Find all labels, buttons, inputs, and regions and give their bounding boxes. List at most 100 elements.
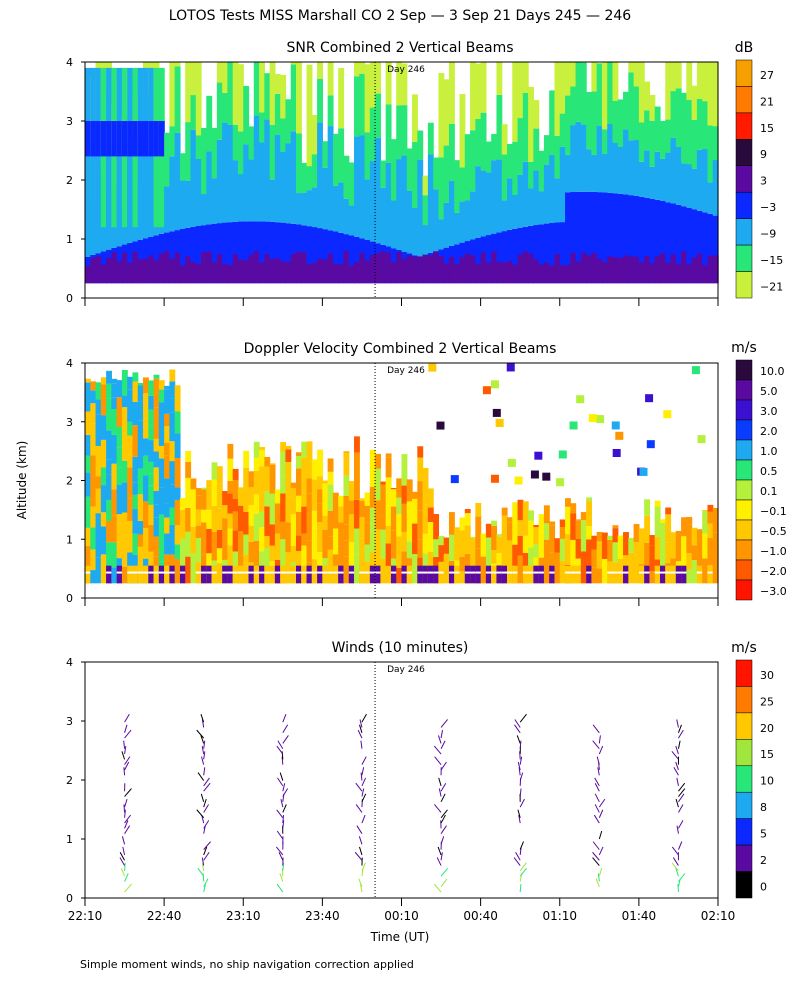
wind-barb [122, 836, 124, 844]
wind-profile-3 [276, 714, 288, 892]
wind-barb [356, 804, 362, 812]
colorbar-label: −21 [760, 280, 783, 293]
colorbar-swatch [736, 166, 752, 192]
wind-barb [283, 815, 284, 823]
wind-barb [441, 719, 448, 727]
wind-barb [283, 714, 286, 722]
colorbar-swatch [736, 739, 752, 765]
colorbar-label: 30 [760, 669, 774, 682]
figure-title: LOTOS Tests MISS Marshall CO 2 Sep — 3 S… [169, 8, 632, 24]
wind-barb [204, 767, 205, 775]
colorbar-2: 10.05.03.02.01.00.50.1−0.1−0.5−1.0−2.0−3… [731, 340, 787, 600]
x-tick-label: 01:40 [622, 909, 657, 923]
colorbar-label: 10 [760, 775, 774, 788]
wind-barb [435, 757, 441, 765]
wind-barb [124, 741, 125, 749]
colorbar-label: 5.0 [760, 385, 778, 398]
colorbar-unit: m/s [731, 640, 757, 656]
y-tick-label: 0 [66, 592, 73, 605]
x-tick-label: 01:10 [542, 909, 577, 923]
wind-barb [520, 842, 523, 850]
colorbar-swatch [736, 766, 752, 792]
x-tick-label: 00:40 [463, 909, 498, 923]
y-tick-label: 4 [66, 656, 73, 669]
wind-barb [125, 873, 129, 881]
wind-barb [677, 778, 679, 786]
wind-barb [593, 725, 599, 733]
wind-profile-6 [514, 714, 526, 892]
wind-barb [678, 820, 683, 828]
wind-profile-2 [197, 714, 211, 892]
y-tick-label: 4 [66, 357, 73, 370]
plot-frame-3 [85, 662, 718, 898]
y-tick-label: 2 [66, 475, 73, 488]
wind-barb [517, 735, 520, 743]
wind-barb [593, 741, 600, 749]
y-tick-label: 3 [66, 416, 73, 429]
wind-barb [355, 852, 362, 860]
y-tick-label: 3 [66, 715, 73, 728]
wind-barb [359, 847, 361, 855]
colorbar-label: 2 [760, 854, 767, 867]
wind-barb [441, 741, 445, 749]
colorbar-swatch [736, 713, 752, 739]
panel-title-1: SNR Combined 2 Vertical Beams [286, 40, 513, 56]
wind-barb [599, 735, 600, 743]
wind-barb [677, 826, 678, 834]
wind-barb [520, 789, 521, 797]
y-tick-label: 1 [66, 833, 73, 846]
colorbar-label: 8 [760, 801, 767, 814]
colorbar-label: −15 [760, 254, 783, 267]
colorbar-swatch [736, 660, 752, 686]
colorbar-swatch [736, 500, 752, 520]
wind-barb [277, 884, 283, 892]
colorbar-swatch [736, 460, 752, 480]
colorbar-label: 1.0 [760, 445, 778, 458]
plot-field-2 [85, 363, 719, 583]
wind-barb [362, 778, 366, 786]
wind-barb [678, 725, 681, 733]
wind-barb [125, 714, 130, 722]
wind-barb [441, 783, 446, 791]
wind-profile-1 [120, 714, 132, 892]
wind-profile-7 [593, 725, 605, 887]
y-tick-label: 4 [66, 56, 73, 69]
wind-profile-5 [434, 719, 447, 892]
wind-barb [441, 868, 448, 876]
colorbar-swatch [736, 792, 752, 818]
wind-barb [125, 730, 131, 738]
wind-barb [441, 826, 446, 834]
wind-barb [672, 847, 678, 855]
wind-barb [283, 804, 287, 812]
y-tick-label: 0 [66, 292, 73, 305]
colorbar-label: −0.5 [760, 525, 787, 538]
colorbar-label: 5 [760, 828, 767, 841]
colorbar-swatch [736, 520, 752, 540]
wind-barb [204, 842, 211, 850]
wind-barb [441, 879, 447, 887]
wind-barb [125, 725, 127, 733]
wind-barb [434, 884, 441, 892]
wind-barb [361, 741, 362, 749]
wind-barb [197, 810, 204, 818]
wind-barb [676, 799, 678, 807]
y-tick-label: 1 [66, 233, 73, 246]
colorbar-label: 0.1 [760, 485, 778, 498]
wind-barb [676, 746, 679, 754]
panel-title-2: Doppler Velocity Combined 2 Vertical Bea… [244, 341, 557, 357]
wind-barb [356, 783, 362, 791]
wind-barb [125, 863, 126, 871]
colorbar-swatch [736, 360, 752, 380]
colorbar-swatch [736, 219, 752, 245]
wind-barb [516, 852, 521, 860]
wind-barb [362, 815, 365, 823]
colorbar-swatch [736, 580, 752, 600]
wind-barb [598, 873, 599, 881]
colorbar-label: 15 [760, 122, 774, 135]
